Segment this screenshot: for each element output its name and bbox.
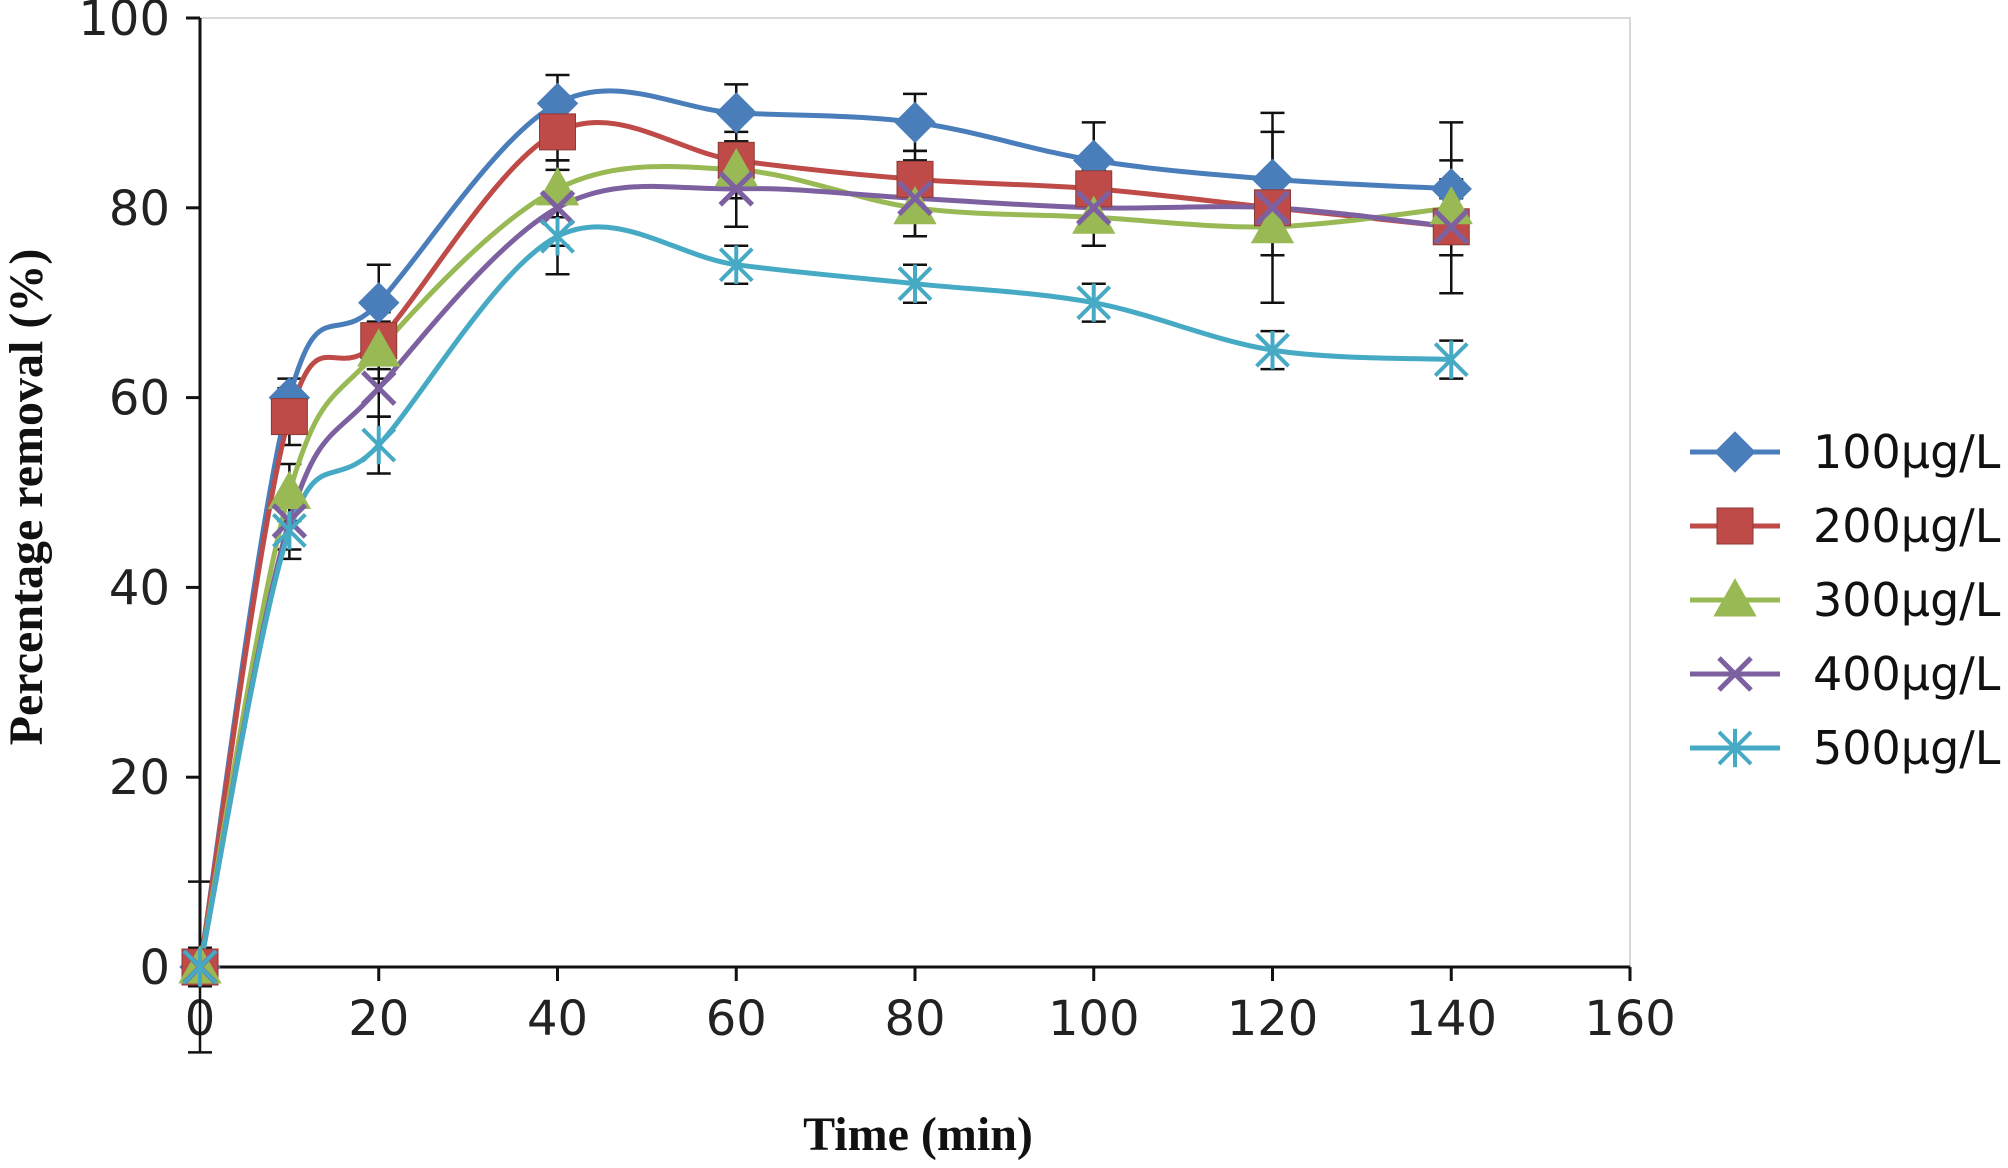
legend-item-5: 500µg/L — [1690, 721, 2001, 775]
series-markers-2 — [181, 113, 1470, 986]
data-point — [1433, 340, 1469, 379]
y-tick-label: 0 — [139, 940, 170, 996]
data-point — [715, 92, 757, 134]
legend-marker — [1717, 656, 1753, 692]
x-tick-label: 20 — [348, 991, 409, 1047]
data-point — [535, 167, 580, 206]
legend-label: 400µg/L — [1813, 647, 2001, 701]
legend-label: 300µg/L — [1813, 573, 2001, 627]
x-tick-label: 100 — [1048, 991, 1140, 1047]
legend-marker — [1717, 728, 1753, 768]
data-point — [718, 245, 754, 284]
legend-marker — [1714, 431, 1756, 473]
data-point — [539, 190, 576, 226]
data-point — [1076, 283, 1112, 322]
x-tick-label: 140 — [1405, 991, 1497, 1047]
data-point — [270, 398, 308, 436]
legend-marker — [1716, 507, 1754, 545]
data-point — [1433, 209, 1470, 245]
y-tick-label: 20 — [109, 750, 170, 806]
data-point — [894, 101, 936, 144]
data-point — [1255, 330, 1290, 370]
data-point — [1254, 190, 1291, 226]
legend-item-3: 300µg/L — [1690, 573, 2001, 627]
x-tick-label: 120 — [1227, 991, 1319, 1047]
data-point — [267, 470, 312, 509]
legend-item-4: 400µg/L — [1690, 647, 2001, 701]
series-line-3 — [197, 164, 1452, 968]
legend-item-1: 100µg/L — [1690, 425, 2001, 479]
data-point — [357, 328, 401, 367]
legend-label: 500µg/L — [1813, 721, 2001, 775]
data-point — [360, 370, 397, 406]
data-point — [540, 217, 575, 256]
data-point — [539, 113, 576, 151]
legend-item-2: 200µg/L — [1690, 499, 2001, 553]
y-axis-title: Percentage removal (%) — [0, 249, 53, 746]
series-line-2 — [197, 120, 1452, 968]
x-tick-label: 40 — [527, 991, 588, 1047]
legend-label: 200µg/L — [1813, 499, 2001, 553]
data-point — [182, 947, 218, 987]
x-axis-title: Time (min) — [803, 1108, 1033, 1161]
legend-label: 100µg/L — [1813, 425, 2001, 479]
y-tick-label: 60 — [109, 371, 170, 427]
y-tick-label: 40 — [109, 560, 170, 616]
data-point — [897, 264, 933, 303]
data-point — [271, 511, 307, 550]
legend: 100µg/L 200µg/L 300µg/L 400µg/L 500µg/L — [1690, 425, 2001, 775]
x-tick-label: 60 — [706, 991, 767, 1047]
data-point — [1075, 190, 1112, 226]
data-point — [361, 425, 397, 465]
error-bars-series-4 — [188, 111, 1464, 988]
data-point — [718, 171, 755, 207]
data-point — [1250, 204, 1295, 244]
series-markers-5 — [182, 217, 1469, 987]
legend-marker — [1713, 578, 1757, 617]
y-tick-label: 100 — [78, 0, 170, 47]
x-tick-label: 160 — [1584, 991, 1676, 1047]
x-tick-label: 80 — [884, 991, 945, 1047]
data-point — [897, 180, 933, 217]
y-tick-label: 80 — [109, 181, 170, 237]
series-layer — [178, 73, 1473, 1054]
